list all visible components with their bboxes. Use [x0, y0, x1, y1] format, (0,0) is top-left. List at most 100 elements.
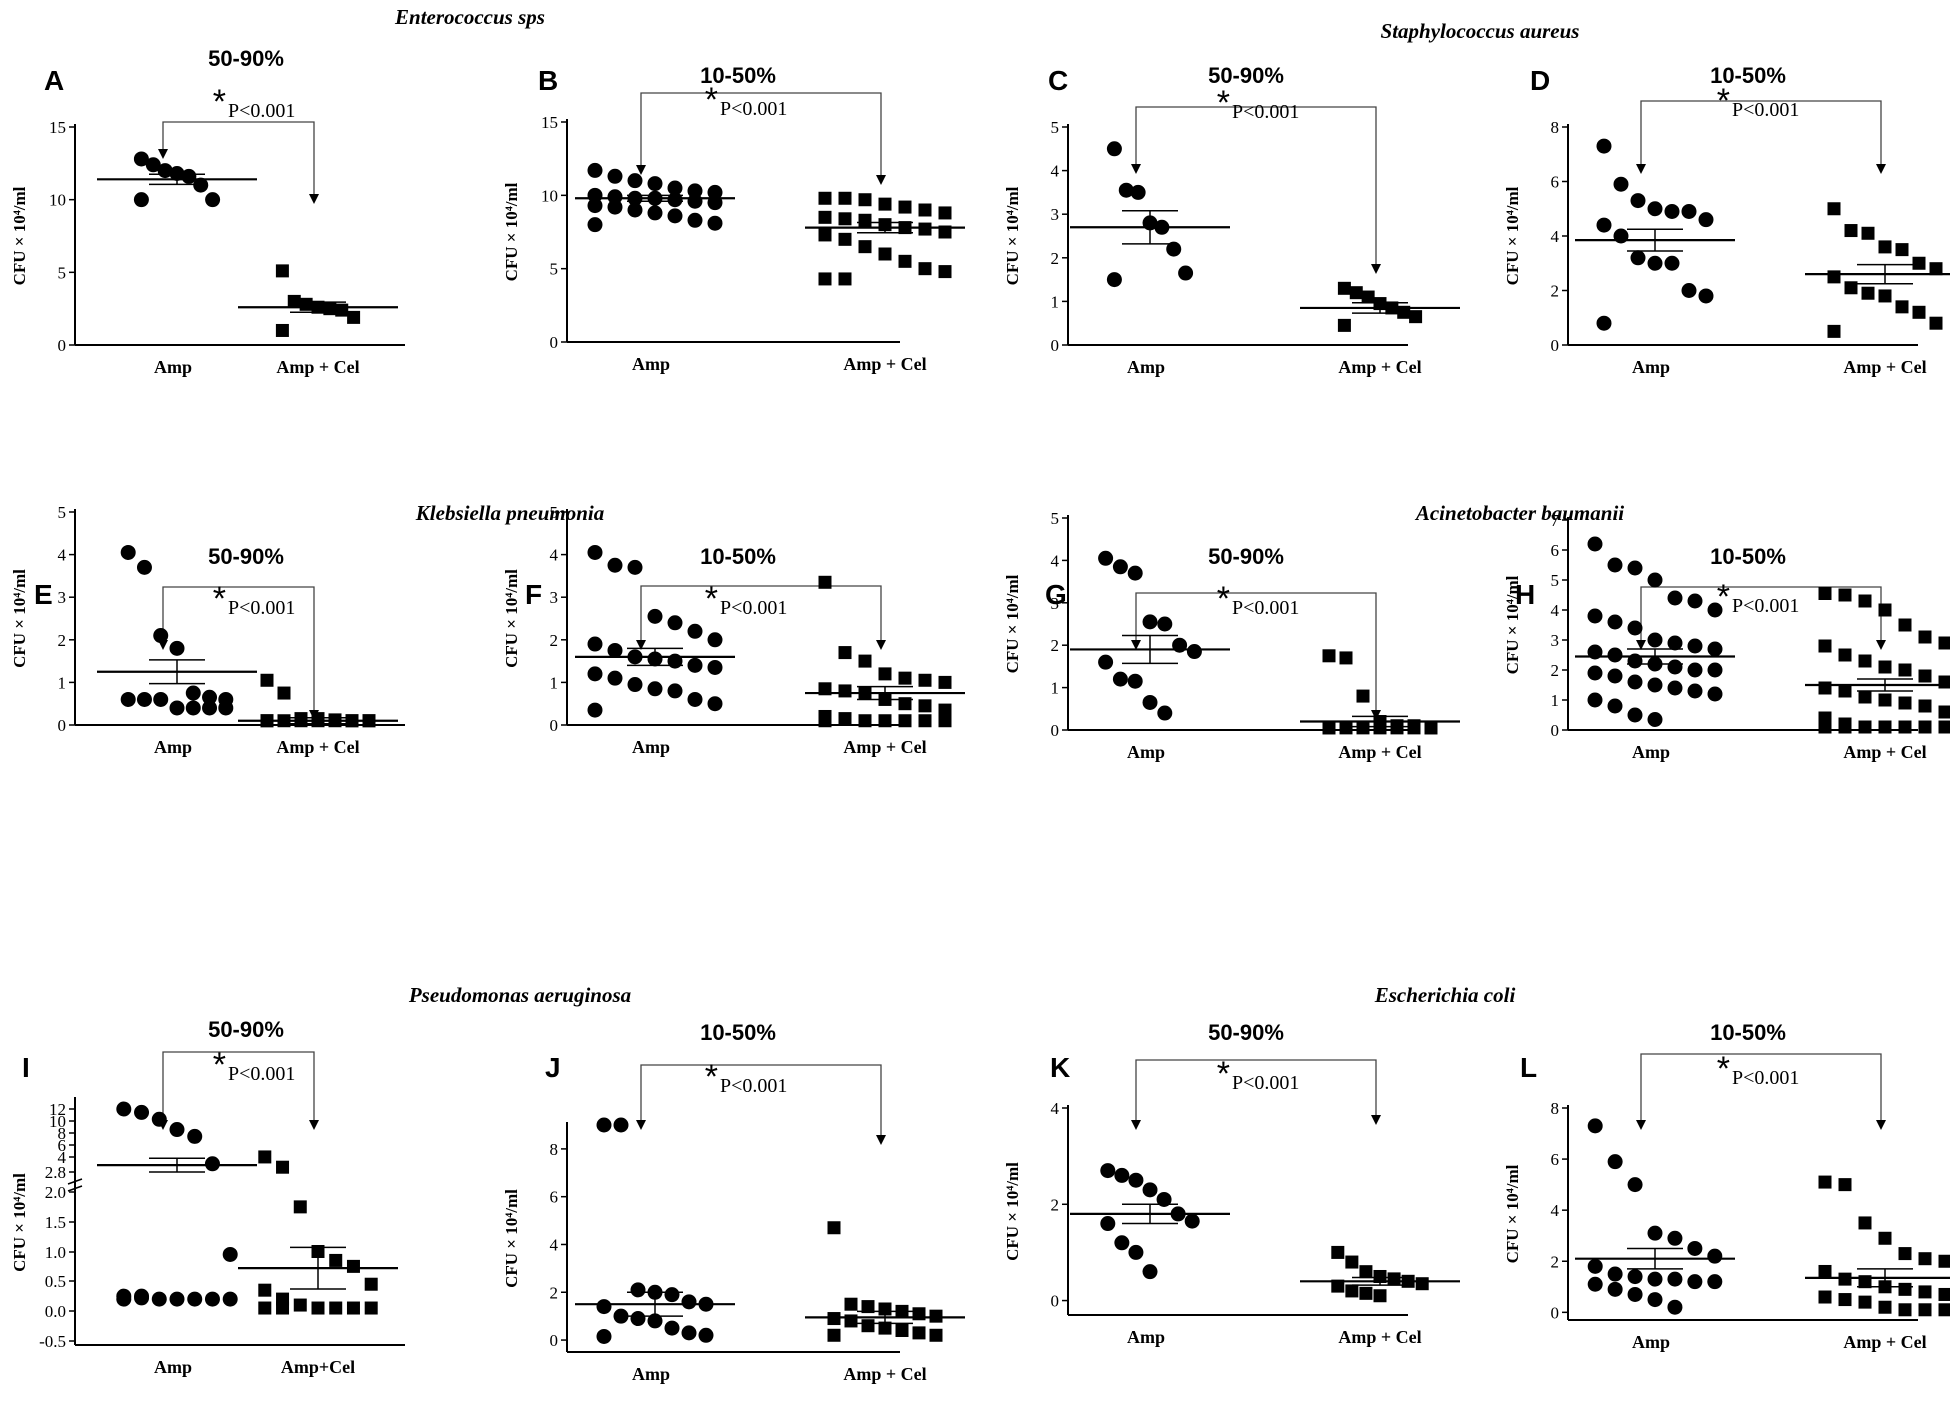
data-point-k — [1387, 1272, 1401, 1286]
data-point-b — [647, 205, 663, 221]
data-point-i — [346, 1301, 360, 1315]
data-point-l — [1938, 1254, 1950, 1268]
x-category-label-c: Amp + Cel — [1338, 357, 1421, 377]
significance-bracket-l — [1640, 1053, 1882, 1128]
data-point-f — [918, 673, 932, 687]
data-point-a — [145, 157, 161, 173]
data-point-b — [627, 202, 643, 218]
data-point-b — [938, 206, 952, 220]
data-point-h — [1587, 692, 1603, 708]
y-axis-label-f: CFU × 10⁴/ml — [502, 569, 521, 668]
y-tick-label-l: 6 — [1551, 1150, 1560, 1169]
y-tick-label-i: 1.5 — [45, 1213, 66, 1232]
data-point-e — [153, 628, 169, 644]
data-point-g — [1322, 721, 1336, 735]
data-point-h — [1667, 659, 1683, 675]
data-point-b — [627, 173, 643, 189]
y-tick-label-l: 0 — [1551, 1303, 1560, 1322]
data-point-e — [120, 544, 136, 560]
data-point-l — [1627, 1269, 1643, 1285]
data-point-b — [838, 191, 852, 205]
data-point-j — [929, 1328, 943, 1342]
arrow-head-right-l — [1876, 1120, 1886, 1130]
data-point-i — [364, 1277, 378, 1291]
data-point-f — [587, 636, 603, 652]
significance-star-b: * — [705, 81, 718, 119]
panel-label-l: L — [1520, 1052, 1537, 1083]
y-tick-label-b: 0 — [550, 333, 559, 352]
data-point-f — [607, 557, 623, 573]
arrow-head-left-l — [1636, 1120, 1646, 1130]
data-point-i — [364, 1301, 378, 1315]
data-point-a — [133, 192, 149, 208]
data-point-a — [335, 303, 349, 317]
panel-label-a: A — [44, 65, 64, 96]
p-value-label-j: P<0.001 — [720, 1075, 787, 1097]
x-category-label-j: Amp + Cel — [843, 1364, 926, 1384]
data-point-b — [667, 180, 683, 196]
data-point-d — [1613, 176, 1629, 192]
y-axis-label-h: CFU × 10⁴/ml — [1503, 575, 1522, 674]
y-tick-label-e: 2 — [58, 631, 67, 650]
y-tick-label-k: 2 — [1051, 1195, 1060, 1214]
panel-g: G 50-90% 0 1 2 3 4 5 CFU × 10⁴/ml Amp Amp + Cel * P<… — [1003, 509, 1460, 762]
significance-bracket-k — [1135, 1059, 1377, 1128]
y-tick-label-f: 5 — [550, 503, 559, 522]
data-point-d — [1844, 224, 1858, 238]
y-axis-label-b: CFU × 10⁴/ml — [502, 182, 521, 281]
panel-title-h: 10-50% — [1710, 544, 1786, 569]
data-point-b — [667, 208, 683, 224]
data-point-f — [687, 623, 703, 639]
p-value-label-c: P<0.001 — [1232, 101, 1299, 123]
data-point-j — [827, 1312, 841, 1326]
y-tick-label-g: 3 — [1051, 594, 1060, 613]
data-point-b — [607, 189, 623, 205]
data-point-a — [205, 192, 221, 208]
y-axis-label-i: CFU × 10⁴/ml — [10, 1173, 29, 1272]
data-point-d — [1912, 305, 1926, 319]
data-point-b — [818, 228, 832, 242]
y-axis-label-j: CFU × 10⁴/ml — [502, 1189, 521, 1288]
data-point-i — [346, 1259, 360, 1273]
data-point-l — [1647, 1292, 1663, 1308]
data-point-a — [299, 297, 313, 311]
y-tick-label-b: 15 — [541, 113, 558, 132]
p-value-label-k: P<0.001 — [1232, 1072, 1299, 1094]
data-point-l — [1898, 1303, 1912, 1317]
data-point-k — [1128, 1244, 1144, 1260]
data-point-i — [258, 1301, 272, 1315]
y-tick-label-d: 2 — [1551, 282, 1560, 301]
panel-title-i: 50-90% — [208, 1017, 284, 1042]
data-point-f — [607, 670, 623, 686]
data-point-j — [630, 1311, 646, 1327]
data-point-h — [1818, 587, 1832, 600]
data-point-d — [1664, 203, 1680, 219]
data-point-g — [1339, 651, 1353, 665]
significance-bracket-i — [162, 1051, 315, 1128]
data-point-k — [1345, 1284, 1359, 1298]
y-tick-label-e: 0 — [58, 716, 67, 735]
y-tick-label-k: 4 — [1051, 1099, 1060, 1118]
data-point-i — [116, 1101, 132, 1117]
data-point-b — [858, 240, 872, 254]
data-point-d — [1929, 316, 1943, 330]
data-point-k — [1114, 1235, 1130, 1251]
data-point-f — [707, 632, 723, 648]
arrow-head-left-f — [636, 640, 646, 650]
data-point-l — [1607, 1154, 1623, 1170]
y-tick-label-h: 0 — [1551, 721, 1560, 740]
y-tick-label-e: 5 — [58, 503, 67, 522]
data-point-l — [1667, 1230, 1683, 1246]
data-point-i — [134, 1288, 150, 1304]
y-tick-label-h: 6 — [1551, 541, 1560, 560]
panel-label-e: E — [34, 579, 53, 610]
x-category-label-c: Amp — [1127, 357, 1165, 377]
data-point-h — [1878, 603, 1892, 617]
data-point-f — [647, 608, 663, 624]
data-point-f — [818, 714, 832, 728]
data-point-i — [169, 1291, 185, 1307]
y-tick-label-d: 6 — [1551, 173, 1560, 192]
data-point-k — [1345, 1255, 1359, 1269]
panel-label-h: H — [1515, 579, 1535, 610]
